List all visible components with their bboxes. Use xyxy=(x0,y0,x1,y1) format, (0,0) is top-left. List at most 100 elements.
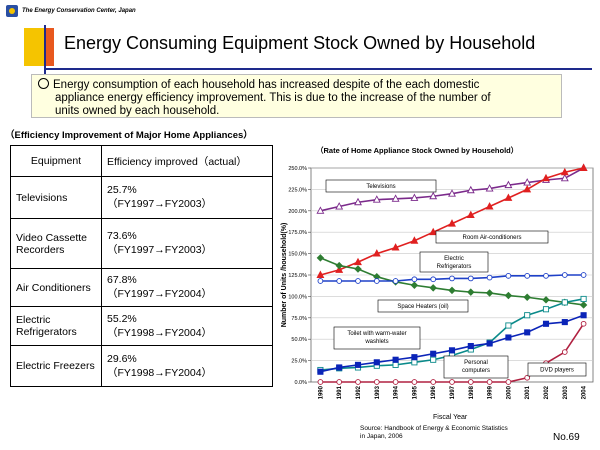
table-row: Electric Refrigerators 55.2% （FY1998→FY20… xyxy=(10,306,273,346)
data-point xyxy=(580,295,587,303)
row-period: （FY1998→FY2004） xyxy=(107,366,213,379)
row-equipment: Electric Freezers xyxy=(10,345,102,387)
data-point xyxy=(467,342,474,350)
data-point xyxy=(524,273,531,279)
data-point xyxy=(505,322,512,329)
data-point xyxy=(335,265,344,273)
page-number: No.69 xyxy=(553,432,580,443)
x-tick-label: 1996 xyxy=(431,385,437,399)
x-tick-label: 2002 xyxy=(544,385,550,399)
data-point xyxy=(485,289,494,297)
data-point xyxy=(430,276,437,283)
data-point xyxy=(505,334,512,341)
data-point xyxy=(336,278,343,284)
data-point xyxy=(410,193,419,201)
series-annotation-box xyxy=(325,179,437,193)
data-point xyxy=(354,197,362,206)
series-annotation-box xyxy=(435,230,549,244)
data-point xyxy=(336,364,343,371)
x-tick-label: 1990 xyxy=(318,385,324,399)
y-tick-label: 175.0% xyxy=(288,230,307,236)
data-point xyxy=(391,243,400,251)
org-logo: The Energy Conservation Center, Japan xyxy=(6,5,136,17)
row-period: （FY1998→FY2004） xyxy=(107,326,213,339)
data-point xyxy=(355,379,361,385)
data-point xyxy=(430,356,437,363)
data-point xyxy=(316,206,325,214)
data-point xyxy=(411,276,418,283)
row-pct: 67.8% xyxy=(107,274,137,286)
data-point xyxy=(429,191,438,200)
data-point xyxy=(467,379,474,385)
decor-red-block xyxy=(44,28,54,66)
data-point xyxy=(316,254,325,262)
data-point xyxy=(523,293,531,301)
x-tick-label: 1991 xyxy=(337,385,343,399)
data-point xyxy=(317,368,324,375)
data-point xyxy=(429,227,438,236)
decor-yellow-block xyxy=(24,28,46,66)
header-equipment: Equipment xyxy=(10,145,102,177)
data-point xyxy=(524,312,531,319)
series-annotation-box xyxy=(527,362,587,377)
notice-line-2: appliance energy efficiency improvement.… xyxy=(55,92,491,104)
data-point xyxy=(580,272,587,278)
data-point xyxy=(560,167,569,176)
notice-line-3: units owned by each household. xyxy=(55,105,220,117)
y-axis-label: Number of Units /household(%) xyxy=(281,223,288,328)
data-point xyxy=(448,189,456,197)
org-name: The Energy Conservation Center, Japan xyxy=(22,8,136,14)
efficiency-table: Equipment Efficiency improved（actual） Te… xyxy=(10,145,273,387)
data-point xyxy=(524,329,531,336)
data-point xyxy=(467,275,474,282)
data-point xyxy=(580,320,587,327)
data-point xyxy=(486,274,493,281)
row-equipment: Electric Refrigerators xyxy=(10,306,102,346)
series-annotation-label: washlets xyxy=(364,339,388,345)
series-annotation-box xyxy=(333,326,421,350)
data-point xyxy=(429,284,437,292)
x-tick-label: 1994 xyxy=(394,385,400,399)
series-annotation-label: DVD players xyxy=(540,368,574,374)
y-tick-label: 125.0% xyxy=(288,273,307,279)
data-point xyxy=(354,265,362,273)
y-tick-label: 50.0% xyxy=(291,337,307,343)
org-logo-icon xyxy=(6,5,18,17)
x-tick-label: 1997 xyxy=(450,385,456,399)
data-point xyxy=(449,379,455,385)
data-point xyxy=(504,180,513,189)
page-title: Energy Consuming Equipment Stock Owned b… xyxy=(64,33,536,53)
data-point xyxy=(317,379,324,385)
data-point xyxy=(316,270,325,278)
row-pct: 55.2% xyxy=(107,312,137,325)
data-point xyxy=(504,193,513,201)
table-row: Video Cassette Recorders 73.6% （FY1997→FY… xyxy=(10,218,273,269)
series-annotation-label: Personal xyxy=(464,360,488,366)
series-annotation-label: Space Heaters (oil) xyxy=(397,304,448,310)
notice-line-1: Energy consumption of each household has… xyxy=(53,79,480,91)
data-point xyxy=(523,184,532,193)
data-point xyxy=(579,301,588,309)
data-point xyxy=(392,379,399,385)
data-point xyxy=(448,219,456,227)
source-note: Source: Handbook of Energy & Economic St… xyxy=(360,425,508,441)
data-point xyxy=(448,286,456,295)
data-point xyxy=(542,296,550,304)
data-point xyxy=(561,319,568,326)
data-point xyxy=(411,359,418,366)
x-tick-label: 2000 xyxy=(506,385,512,399)
x-tick-label: 2003 xyxy=(563,385,569,399)
row-efficiency: 55.2% （FY1998→FY2004） xyxy=(101,306,273,346)
data-point xyxy=(561,299,568,306)
row-efficiency: 67.8% （FY1997→FY2004） xyxy=(101,268,273,307)
series-annotation-box xyxy=(419,251,489,273)
data-point xyxy=(411,354,418,361)
series-annotation-label: Room Air-conditioners xyxy=(462,235,521,241)
data-point xyxy=(336,379,343,385)
series-annotation-label: computers xyxy=(462,368,490,374)
x-tick-label: 1993 xyxy=(375,385,381,399)
data-point xyxy=(410,236,419,244)
row-equipment: Video Cassette Recorders xyxy=(10,218,102,269)
data-point xyxy=(411,379,418,385)
